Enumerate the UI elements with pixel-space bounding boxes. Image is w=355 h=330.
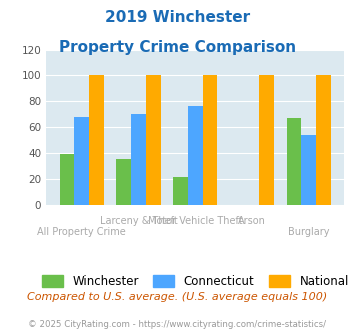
Text: 2019 Winchester: 2019 Winchester bbox=[105, 10, 250, 25]
Legend: Winchester, Connecticut, National: Winchester, Connecticut, National bbox=[36, 269, 355, 294]
Text: Property Crime Comparison: Property Crime Comparison bbox=[59, 40, 296, 54]
Bar bbox=[203, 75, 217, 205]
Bar bbox=[146, 75, 161, 205]
Text: Compared to U.S. average. (U.S. average equals 100): Compared to U.S. average. (U.S. average … bbox=[27, 292, 328, 302]
Bar bbox=[286, 118, 301, 205]
Bar bbox=[75, 117, 89, 205]
Bar bbox=[173, 178, 188, 205]
Bar bbox=[116, 159, 131, 205]
Bar bbox=[89, 75, 104, 205]
Bar bbox=[301, 135, 316, 205]
Text: Burglary: Burglary bbox=[288, 227, 329, 237]
Bar bbox=[316, 75, 331, 205]
Bar bbox=[131, 114, 146, 205]
Text: Motor Vehicle Theft: Motor Vehicle Theft bbox=[148, 216, 242, 226]
Text: Arson: Arson bbox=[238, 216, 266, 226]
Bar bbox=[188, 106, 203, 205]
Text: Larceny & Theft: Larceny & Theft bbox=[100, 216, 178, 226]
Bar bbox=[260, 75, 274, 205]
Bar bbox=[60, 154, 75, 205]
Text: All Property Crime: All Property Crime bbox=[37, 227, 126, 237]
Text: © 2025 CityRating.com - https://www.cityrating.com/crime-statistics/: © 2025 CityRating.com - https://www.city… bbox=[28, 320, 327, 329]
